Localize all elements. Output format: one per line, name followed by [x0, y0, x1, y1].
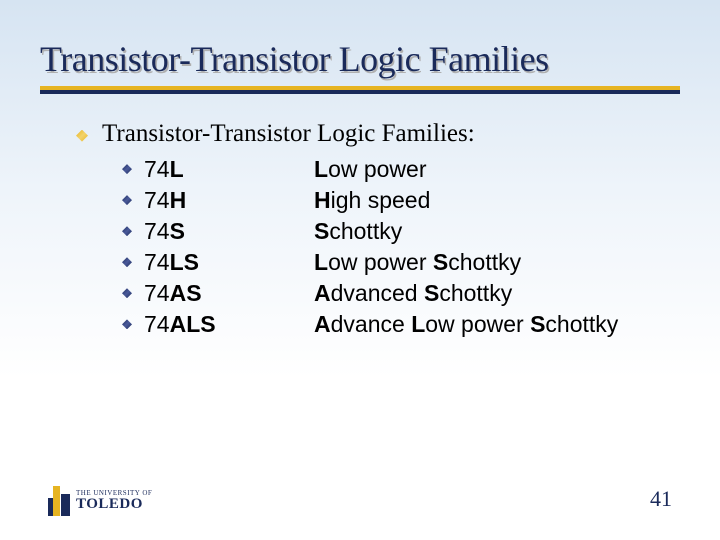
diamond-bullet-icon [122, 164, 132, 174]
slide: Transistor-Transistor Logic Families Tra… [0, 0, 720, 540]
list-item: 74LLow power [122, 154, 680, 185]
family-description: High speed [314, 185, 430, 216]
family-code: 74AS [144, 278, 314, 309]
diamond-bullet-icon [122, 257, 132, 267]
family-description: Advanced Schottky [314, 278, 512, 309]
logo-line2: TOLEDO [76, 497, 152, 512]
family-description: Low power [314, 154, 427, 185]
content-area: Transistor-Transistor Logic Families: 74… [40, 120, 680, 340]
list-item: 74HHigh speed [122, 185, 680, 216]
family-code: 74L [144, 154, 314, 185]
list-item: 74ASAdvanced Schottky [122, 278, 680, 309]
family-code: 74H [144, 185, 314, 216]
toledo-logo-icon [48, 486, 70, 516]
title-underline [40, 86, 680, 94]
diamond-bullet-icon [76, 130, 88, 142]
intro-row: Transistor-Transistor Logic Families: [76, 120, 680, 148]
family-code: 74S [144, 216, 314, 247]
list-item: 74ALSAdvance Low power Schottky [122, 309, 680, 340]
family-code: 74LS [144, 247, 314, 278]
underline-navy [40, 90, 680, 94]
diamond-bullet-icon [122, 195, 132, 205]
intro-text: Transistor-Transistor Logic Families: [102, 120, 475, 148]
family-description: Schottky [314, 216, 402, 247]
diamond-bullet-icon [122, 226, 132, 236]
page-number: 41 [650, 486, 672, 512]
family-description: Low power Schottky [314, 247, 521, 278]
diamond-bullet-icon [122, 319, 132, 329]
logo-text: THE UNIVERSITY OF TOLEDO [76, 490, 152, 512]
title-text: Transistor-Transistor Logic Families [40, 39, 549, 79]
footer-logo: THE UNIVERSITY OF TOLEDO [48, 486, 152, 516]
family-description: Advance Low power Schottky [314, 309, 618, 340]
slide-title: Transistor-Transistor Logic Families Tra… [40, 40, 680, 80]
list-item: 74LSLow power Schottky [122, 247, 680, 278]
list-item: 74SSchottky [122, 216, 680, 247]
family-code: 74ALS [144, 309, 314, 340]
item-list: 74LLow power74HHigh speed74SSchottky74LS… [76, 154, 680, 340]
diamond-bullet-icon [122, 288, 132, 298]
